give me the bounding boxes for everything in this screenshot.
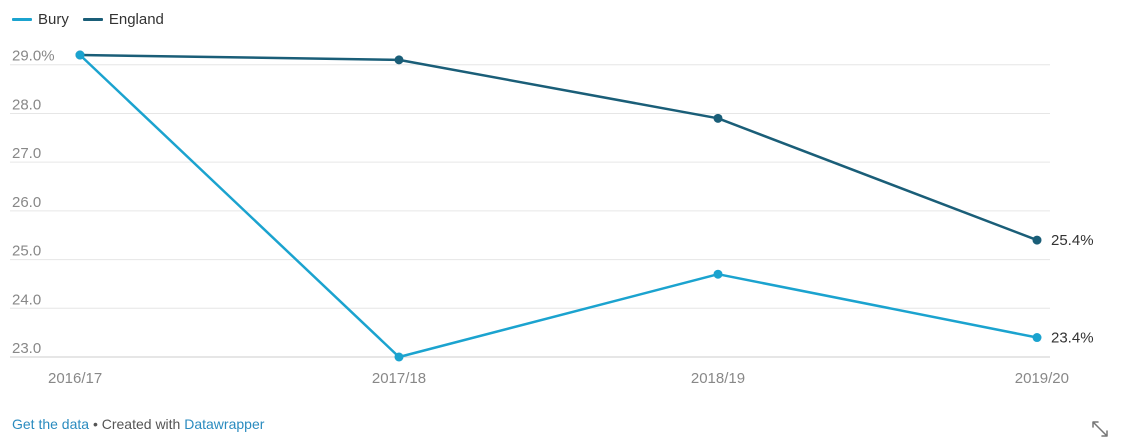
footer: Get the data • Created with Datawrapper [12, 416, 264, 432]
y-tick-label: 24.0 [12, 291, 41, 308]
data-point-bury [75, 50, 85, 60]
x-axis: 2016/17 2017/18 2018/19 2019/20 [48, 370, 1069, 387]
expand-icon[interactable] [1091, 420, 1109, 438]
end-label-bury: 23.4% [1051, 330, 1094, 347]
y-tick-label: 29.0% [12, 48, 55, 65]
legend-label-bury: Bury [38, 11, 69, 28]
grid: 29.0% 28.0 27.0 26.0 25.0 24.0 23.0 [10, 48, 1050, 358]
legend-label-england: England [108, 11, 164, 28]
series-line-bury [79, 54, 1038, 359]
end-label-england: 25.4% [1051, 232, 1094, 249]
legend: Bury England [12, 11, 164, 28]
legend-swatch-england [82, 18, 103, 21]
x-tick-label: 2017/18 [372, 370, 426, 387]
legend-item-england: England [82, 11, 164, 28]
y-tick-label: 26.0 [12, 194, 41, 211]
data-point-england [713, 113, 723, 123]
get-the-data-link[interactable]: Get the data [12, 416, 90, 432]
series-line-england [79, 53, 1038, 242]
data-point-bury [713, 269, 723, 279]
data-point-bury [394, 352, 404, 362]
data-point-england [1032, 235, 1042, 245]
y-tick-label: 28.0 [12, 96, 41, 113]
series [75, 50, 1042, 362]
y-tick-label: 27.0 [12, 145, 41, 162]
legend-item-bury: Bury [12, 11, 69, 28]
footer-separator: • Created with [89, 416, 185, 432]
y-tick-label: 25.0 [12, 243, 41, 260]
x-tick-label: 2018/19 [691, 370, 745, 387]
data-point-england [394, 55, 404, 65]
data-point-bury [1032, 333, 1042, 343]
legend-swatch-bury [12, 18, 32, 21]
datawrapper-link[interactable]: Datawrapper [184, 416, 265, 432]
y-tick-label: 23.0 [12, 340, 41, 357]
x-tick-label: 2019/20 [1015, 370, 1069, 387]
x-tick-label: 2016/17 [48, 370, 102, 387]
end-labels: 25.4% 23.4% [1051, 232, 1094, 346]
